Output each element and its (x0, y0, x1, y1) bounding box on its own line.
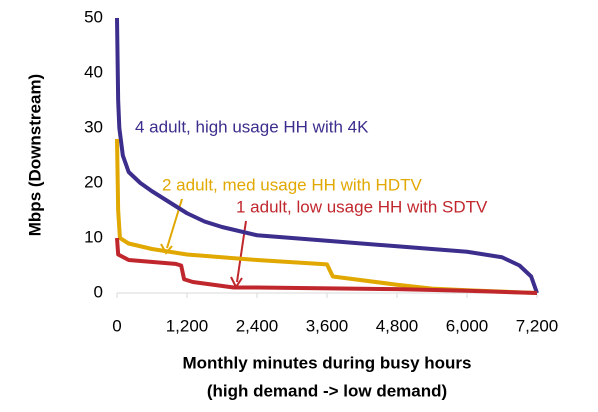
x-tick-label: 4,800 (376, 316, 419, 335)
y-axis-label: Mbps (Downstream) (25, 74, 44, 236)
y-tick-label: 30 (84, 117, 103, 136)
series-label: 1 adult, low usage HH with SDTV (236, 197, 488, 216)
x-tick-label: 2,400 (236, 316, 279, 335)
y-tick-label: 40 (84, 62, 103, 81)
y-tick-label: 10 (84, 227, 103, 246)
x-tick-label: 0 (112, 316, 121, 335)
y-tick-label: 50 (84, 7, 103, 26)
series-line (115, 17, 539, 294)
series-label: 4 adult, high usage HH with 4K (135, 117, 369, 136)
y-tick-label: 0 (94, 282, 103, 301)
x-tick-label: 1,200 (166, 316, 209, 335)
y-tick-label: 20 (84, 172, 103, 191)
x-tick-label: 6,000 (446, 316, 489, 335)
x-axis-label: Monthly minutes during busy hours (183, 353, 472, 372)
x-tick-label: 3,600 (306, 316, 349, 335)
series-line (115, 237, 538, 295)
series-label: 2 adult, med usage HH with HDTV (162, 175, 422, 194)
x-tick-label: 7,200 (516, 316, 559, 335)
x-axis-label: (high demand -> low demand) (207, 381, 447, 400)
